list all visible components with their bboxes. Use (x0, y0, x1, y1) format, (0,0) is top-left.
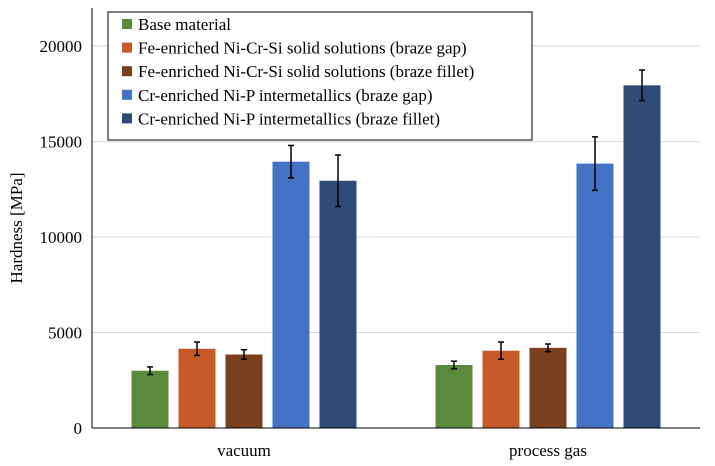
x-tick-label: vacuum (217, 441, 271, 460)
y-tick-label: 15000 (40, 133, 83, 152)
legend-swatch (122, 89, 132, 100)
bars (131, 85, 661, 429)
bar (435, 365, 473, 428)
legend-label: Fe-enriched Ni-Cr-Si solid solutions (br… (138, 39, 467, 58)
y-tick-label: 5000 (48, 324, 82, 343)
legend-swatch (122, 66, 132, 77)
legend-label: Cr-enriched Ni-P intermetallics (braze f… (138, 109, 440, 128)
y-tick-labels: 0 5000 10000 15000 20000 (40, 37, 83, 438)
legend: Base material Fe-enriched Ni-Cr-Si solid … (107, 11, 533, 141)
y-tick-label: 20000 (40, 37, 83, 56)
bar (131, 370, 169, 428)
bar (529, 347, 567, 428)
y-tick-label: 0 (74, 419, 83, 438)
legend-box (107, 11, 533, 141)
bar (272, 161, 310, 428)
x-tick-labels: vacuum process gas (217, 441, 587, 460)
legend-swatch (122, 42, 132, 53)
y-axis-label: Hardness [MPa] (7, 173, 26, 284)
legend-label: Cr-enriched Ni-P intermetallics (braze g… (138, 86, 433, 105)
x-tick-label: process gas (509, 441, 587, 460)
bar (623, 85, 661, 429)
bar (576, 163, 614, 428)
legend-swatch (122, 19, 132, 29)
bar (225, 354, 263, 428)
legend-label: Base material (138, 15, 231, 34)
y-tick-label: 10000 (40, 228, 83, 247)
error-bars (147, 69, 645, 376)
bar (178, 348, 216, 428)
legend-swatch (122, 113, 132, 124)
legend-label: Fe-enriched Ni-Cr-Si solid solutions (br… (138, 62, 474, 81)
bar (482, 350, 520, 428)
bar (319, 180, 357, 428)
